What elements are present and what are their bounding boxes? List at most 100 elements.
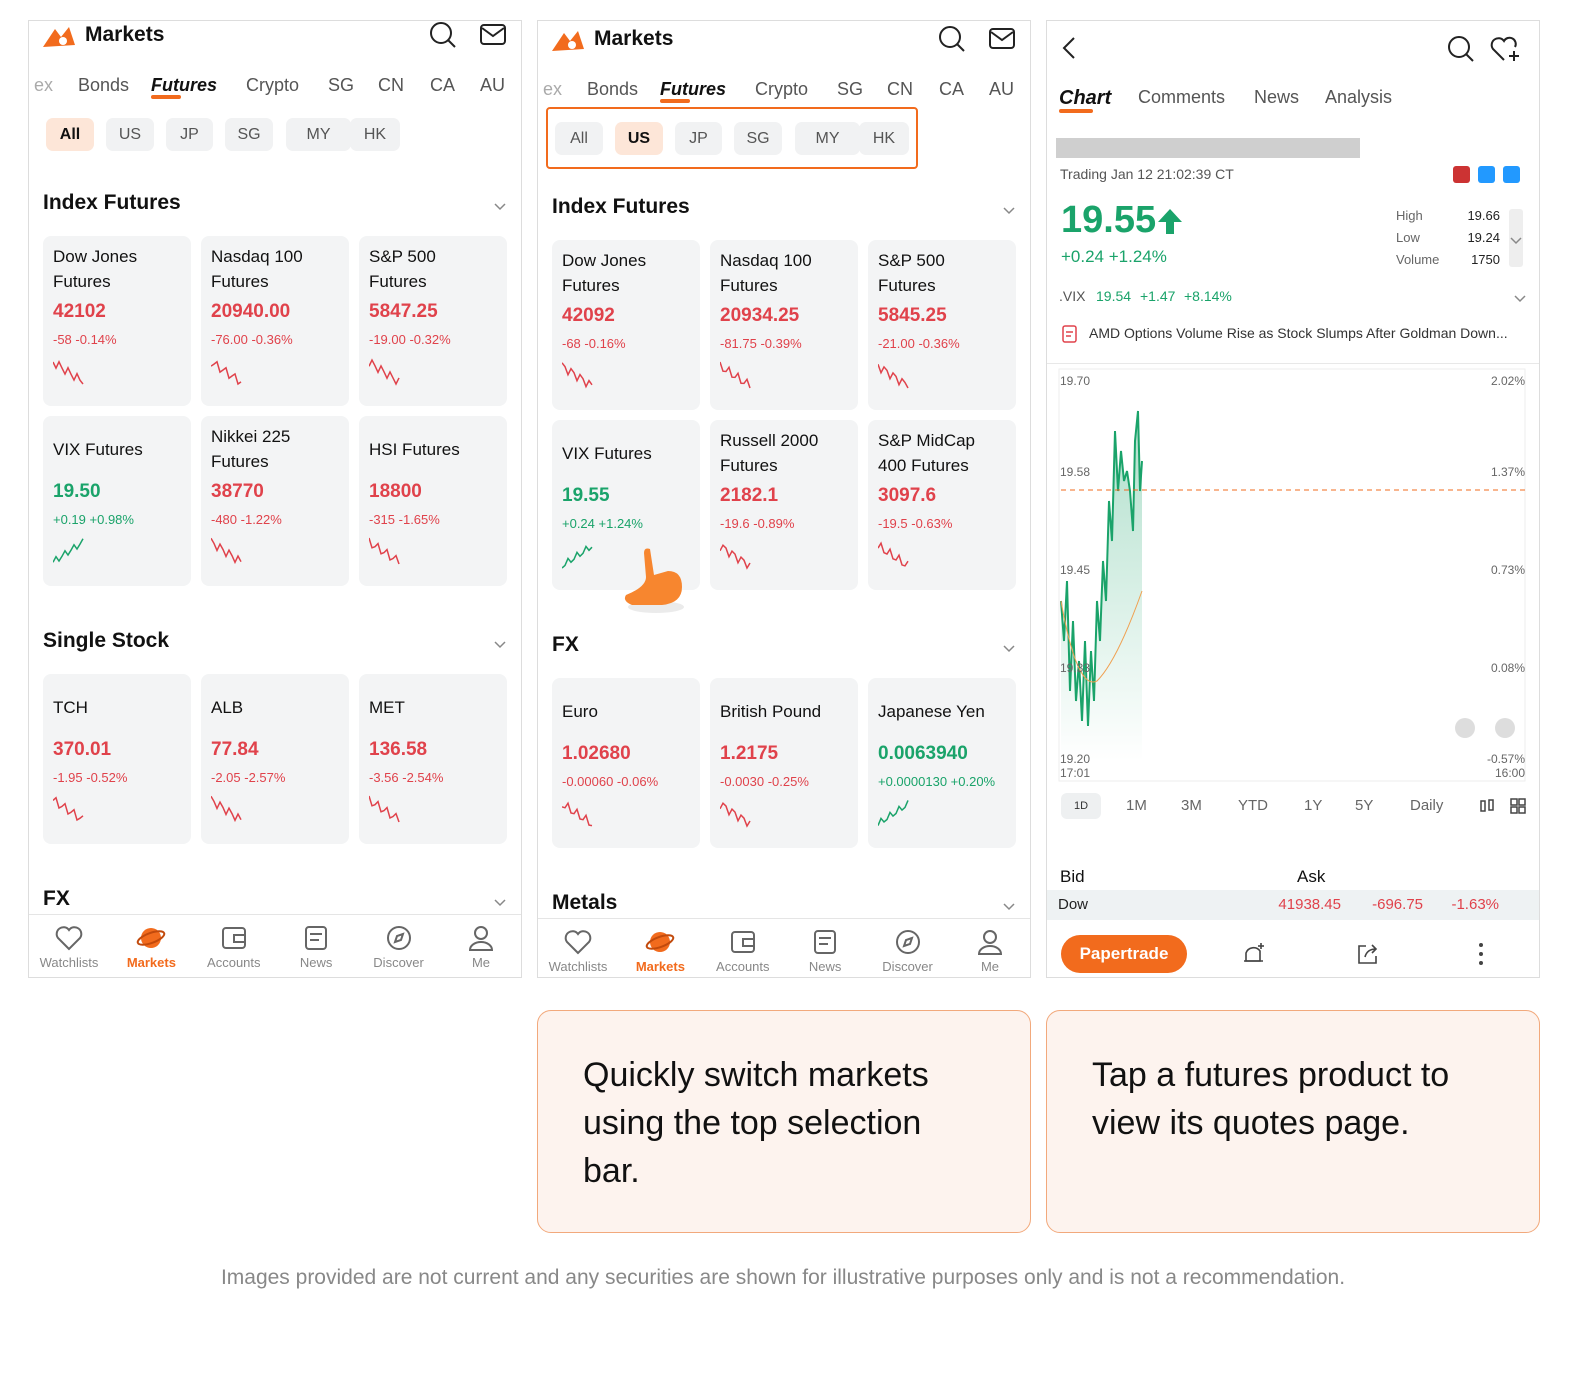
nav-label[interactable]: Markets [635, 959, 685, 974]
search-icon[interactable] [938, 25, 966, 58]
section-chevron[interactable] [1002, 899, 1016, 917]
quote-tab[interactable]: News [1254, 87, 1300, 107]
nav-label[interactable]: Markets [126, 955, 176, 970]
period-option[interactable]: 1M [1126, 797, 1147, 814]
market-tab[interactable]: ex [34, 75, 54, 95]
nav-icon[interactable] [893, 927, 923, 962]
quote-card[interactable]: Euro 1.02680 -0.00060 -0.06% [552, 678, 700, 848]
nav-icon[interactable] [384, 923, 414, 958]
quote-card[interactable]: Dow Jones Futures 42102 -58 -0.14% [43, 236, 191, 406]
nav-icon[interactable] [563, 927, 593, 962]
market-tab[interactable]: Bonds [587, 79, 639, 99]
market-tab[interactable]: Futures [151, 75, 218, 95]
quote-tab[interactable]: Chart [1059, 87, 1112, 109]
market-tab[interactable]: CA [430, 75, 456, 95]
region-pill[interactable]: All [555, 122, 603, 155]
section-chevron[interactable] [1002, 203, 1016, 221]
region-pill[interactable]: US [106, 118, 154, 151]
section-chevron[interactable] [493, 637, 507, 655]
quote-card[interactable]: HSI Futures 18800 -315 -1.65% [359, 416, 507, 586]
region-pill[interactable]: HK [350, 118, 400, 151]
quote-card[interactable]: VIX Futures 19.55 +0.24 +1.24% [552, 420, 700, 590]
quote-card[interactable]: S&P MidCap 400 Futures 3097.6 -19.5 -0.63% [868, 420, 1016, 590]
region-pill[interactable]: MY [286, 118, 351, 151]
period-option[interactable]: Daily [1410, 797, 1444, 814]
nav-label[interactable]: Accounts [207, 955, 261, 970]
search-icon[interactable] [429, 21, 457, 54]
nav-label[interactable]: Discover [373, 955, 424, 970]
nav-icon[interactable] [645, 927, 675, 962]
papertrade-button[interactable]: Papertrade [1061, 935, 1187, 973]
market-tab[interactable]: SG [328, 75, 355, 95]
period-icon[interactable]: 1D [1061, 793, 1101, 819]
favorite-icon[interactable] [1490, 35, 1522, 68]
quote-card[interactable]: VIX Futures 19.50 +0.19 +0.98% [43, 416, 191, 586]
region-pill[interactable]: SG [225, 118, 273, 151]
grid-icon[interactable] [1509, 797, 1527, 820]
quote-card[interactable]: British Pound 1.2175 -0.0030 -0.25% [710, 678, 858, 848]
market-tab[interactable]: AU [989, 79, 1015, 99]
nav-label[interactable]: Watchlists [39, 955, 99, 970]
nav-icon[interactable] [728, 927, 758, 962]
nav-label[interactable]: Watchlists [548, 959, 608, 974]
market-tab[interactable]: CN [378, 75, 404, 95]
back-icon[interactable] [1059, 35, 1079, 66]
section-chevron[interactable] [493, 895, 507, 913]
quote-card[interactable]: Russell 2000 Futures 2182.1 -19.6 -0.89% [710, 420, 858, 590]
market-tab[interactable]: AU [480, 75, 506, 95]
period-option[interactable]: 3M [1181, 797, 1202, 814]
quote-card[interactable]: Dow Jones Futures 42092 -68 -0.16% [552, 240, 700, 410]
nav-icon[interactable] [810, 927, 840, 962]
nav-icon[interactable] [54, 923, 84, 958]
quote-card[interactable]: S&P 500 Futures 5845.25 -21.00 -0.36% [868, 240, 1016, 410]
mail-icon[interactable] [479, 21, 507, 54]
region-pill[interactable]: US [615, 122, 663, 155]
market-tab[interactable]: ex [543, 79, 563, 99]
region-pill[interactable]: MY [795, 122, 860, 155]
nav-icon[interactable] [975, 927, 1005, 962]
share-icon[interactable] [1355, 941, 1381, 972]
market-tab[interactable]: Bonds [78, 75, 130, 95]
alert-icon[interactable] [1241, 941, 1267, 972]
quote-tab[interactable]: Comments [1138, 87, 1226, 107]
mail-icon[interactable] [988, 25, 1016, 58]
region-pill[interactable]: JP [675, 122, 722, 155]
quote-card[interactable]: Nikkei 225 Futures 38770 -480 -1.22% [201, 416, 349, 586]
quote-card[interactable]: Nasdaq 100 Futures 20934.25 -81.75 -0.39% [710, 240, 858, 410]
section-chevron[interactable] [493, 199, 507, 217]
nav-label[interactable]: News [299, 955, 333, 970]
quote-card[interactable]: TCH 370.01 -1.95 -0.52% [43, 674, 191, 844]
nav-icon[interactable] [219, 923, 249, 958]
quote-card[interactable]: Japanese Yen 0.0063940 +0.0000130 +0.20% [868, 678, 1016, 848]
related-chevron[interactable] [1513, 291, 1527, 309]
nav-icon[interactable] [301, 923, 331, 958]
region-pill[interactable]: HK [859, 122, 909, 155]
market-tab[interactable]: Crypto [755, 79, 809, 99]
more-icon[interactable] [1477, 941, 1485, 972]
market-tab[interactable]: Futures [660, 79, 727, 99]
nav-icon[interactable] [136, 923, 166, 958]
period-option[interactable]: 5Y [1355, 797, 1374, 814]
candle-icon[interactable] [1479, 797, 1495, 820]
section-chevron[interactable] [1002, 641, 1016, 659]
region-pill[interactable]: SG [734, 122, 782, 155]
quote-card[interactable]: ALB 77.84 -2.05 -2.57% [201, 674, 349, 844]
nav-label[interactable]: Me [471, 955, 491, 970]
quote-card[interactable]: Nasdaq 100 Futures 20940.00 -76.00 -0.36% [201, 236, 349, 406]
nav-icon[interactable] [466, 923, 496, 958]
market-tab[interactable]: CA [939, 79, 965, 99]
quote-tab[interactable]: Analysis [1325, 87, 1393, 107]
nav-label[interactable]: Accounts [716, 959, 770, 974]
region-pill[interactable]: All [46, 118, 94, 151]
period-option[interactable]: YTD [1238, 797, 1268, 814]
market-tab[interactable]: Crypto [246, 75, 300, 95]
quote-card[interactable]: S&P 500 Futures 5847.25 -19.00 -0.32% [359, 236, 507, 406]
nav-label[interactable]: Discover [882, 959, 933, 974]
market-tab[interactable]: CN [887, 79, 913, 99]
region-pill[interactable]: JP [166, 118, 213, 151]
period-option[interactable]: 1Y [1304, 797, 1323, 814]
nav-label[interactable]: News [808, 959, 842, 974]
quote-card[interactable]: MET 136.58 -3.56 -2.54% [359, 674, 507, 844]
nav-label[interactable]: Me [980, 959, 1000, 974]
market-tab[interactable]: SG [837, 79, 864, 99]
